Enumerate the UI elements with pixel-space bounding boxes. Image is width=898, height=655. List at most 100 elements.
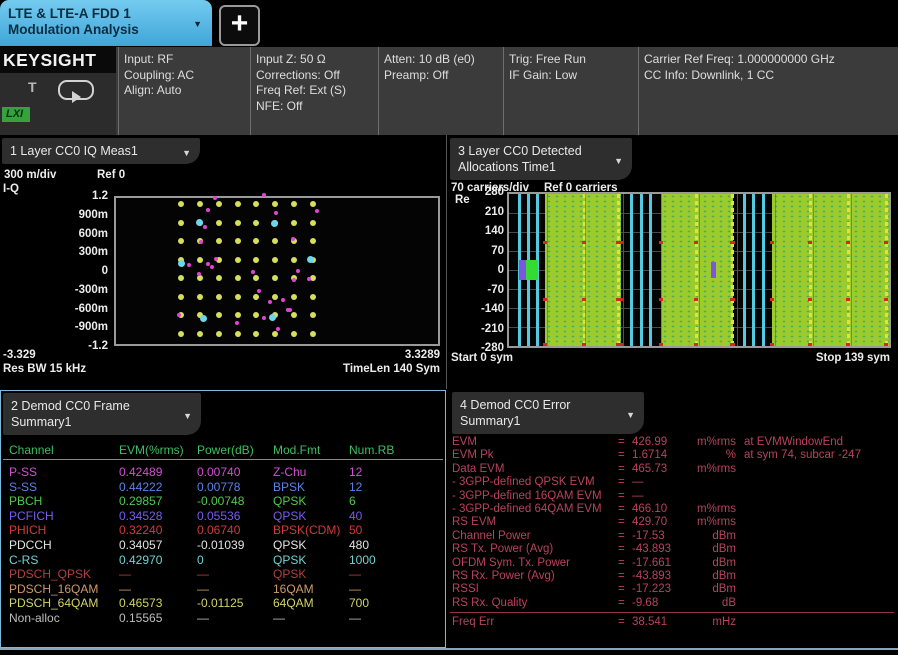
- header-status-column[interactable]: Input Z: 50 Ω Corrections: Off Freq Ref: E…: [250, 47, 376, 135]
- crs-pilot-line: [517, 194, 521, 346]
- window4-title-dropdown[interactable]: 4 Demod CC0 Error Summary1 ▼: [452, 392, 644, 434]
- header-status-column[interactable]: Trig: Free Run IF Gain: Low: [503, 47, 636, 135]
- equals-sign: =: [618, 543, 625, 556]
- mode-tab-line2: Modulation Analysis: [8, 22, 139, 37]
- header-status-text: Input Z: 50 Ω: [256, 52, 326, 66]
- trace-format-label: Re: [455, 194, 470, 206]
- equals-sign: =: [618, 462, 625, 475]
- metric-unit: m%rms: [697, 436, 736, 448]
- metric-value: 465.73: [632, 462, 668, 475]
- error-summary-row: - 3GPP-defined QPSK EVM = —: [448, 476, 898, 489]
- mode-tab[interactable]: LTE & LTE-A FDD 1 Modulation Analysis ▼: [0, 0, 212, 46]
- metric-value: 38.541: [632, 616, 668, 629]
- reference-point: [307, 255, 315, 263]
- constellation-point: [253, 293, 260, 300]
- x-axis-stop-label: Stop 139 sym: [815, 352, 890, 364]
- equals-sign: =: [618, 556, 625, 569]
- table-row: PBCH 0.29857 -0.00748 QPSK 6: [1, 494, 445, 509]
- header-status-text: IF Gain: Low: [509, 67, 578, 82]
- error-summary-row: - 3GPP-defined 64QAM EVM = 466.10 m%rms: [448, 503, 898, 516]
- error-vector-point: [199, 239, 204, 244]
- constellation-plot[interactable]: [114, 193, 440, 346]
- window1-title-dropdown[interactable]: 1 Layer CC0 IQ Meas1 ▼: [2, 138, 200, 164]
- window3-title-dropdown[interactable]: 3 Layer CC0 Detected Allocations Time1 ▼: [450, 138, 632, 180]
- constellation-point: [253, 238, 260, 245]
- alloc-marker: [770, 343, 774, 346]
- error-vector-point: [235, 321, 240, 326]
- table-row: PDSCH_QPSK — — QPSK —: [1, 567, 445, 582]
- grid-line: [547, 194, 548, 346]
- channel-name: PDSCH_QPSK: [9, 567, 92, 582]
- window-frame-summary[interactable]: 2 Demod CC0 Frame Summary1 ▼ Channel EVM(…: [0, 390, 446, 648]
- equals-sign: =: [618, 596, 625, 609]
- constellation-point: [196, 275, 203, 282]
- metric-value: -43.893: [632, 570, 672, 582]
- channel-value: —: [349, 567, 361, 582]
- rs-symbol-line: [730, 194, 734, 346]
- constellation-point: [178, 275, 184, 282]
- table-row: P-SS 0.42489 0.00740 Z-Chu 12: [1, 465, 445, 480]
- y-axis-tick-label: 900m: [78, 208, 108, 221]
- y-axis-tick-label: -140: [480, 303, 504, 315]
- constellation-point: [253, 219, 260, 226]
- crs-pilot-line: [639, 194, 643, 346]
- constellation-point: [234, 330, 241, 337]
- error-vector-point: [296, 268, 301, 273]
- metric-label: RSSI: [452, 583, 479, 596]
- alloc-marker: [846, 343, 850, 346]
- channel-value: 480: [349, 538, 370, 552]
- constellation-point: [234, 293, 241, 300]
- error-vector-point: [206, 208, 211, 213]
- header-status-column[interactable]: Input: RF Coupling: AC Align: Auto: [118, 47, 248, 135]
- metric-value: -43.893: [632, 543, 672, 556]
- error-summary-row: EVM = 426.99 m%rms at EVMWindowEnd: [448, 436, 898, 449]
- ref-level-label: Ref 0: [97, 169, 126, 181]
- alloc-marker: [616, 297, 621, 301]
- channel-value: -0.00748: [197, 494, 245, 509]
- alloc-marker: [618, 343, 623, 346]
- constellation-point: [291, 219, 298, 226]
- window-detected-allocations[interactable]: 3 Layer CC0 Detected Allocations Time1 ▼…: [448, 135, 898, 389]
- equals-sign: =: [618, 449, 625, 462]
- channel-value: —: [197, 611, 209, 625]
- error-summary-row: RS Rx. Quality = -9.68 dB: [448, 597, 898, 610]
- window-error-summary[interactable]: 4 Demod CC0 Error Summary1 ▼ EVM = 426.99 m…: [448, 390, 898, 648]
- error-vector-point: [291, 237, 295, 242]
- alloc-marker: [808, 297, 812, 301]
- header-status-column[interactable]: Atten: 10 dB (e0) Preamp: Off: [378, 47, 501, 135]
- allocations-plot[interactable]: [507, 192, 891, 348]
- constellation-point: [272, 293, 279, 300]
- crs-pilot-line: [762, 194, 766, 346]
- metric-unit: dBm: [712, 583, 736, 596]
- channel-value: 1000: [349, 552, 376, 567]
- constellation-point: [196, 293, 203, 300]
- constellation-point: [178, 330, 184, 337]
- error-vector-point: [186, 262, 191, 267]
- table-row: PDCCH 0.34057 -0.01039 QPSK 480: [1, 538, 445, 553]
- constellation-point: [291, 293, 298, 300]
- constellation-point: [215, 275, 222, 282]
- channel-value: —: [349, 581, 361, 596]
- window2-title-dropdown[interactable]: 2 Demod CC0 Frame Summary1 ▼: [3, 393, 201, 435]
- grid-line: [585, 194, 586, 346]
- error-vector-point: [261, 193, 266, 198]
- constellation-point: [310, 330, 316, 337]
- metric-unit: m%rms: [697, 516, 736, 529]
- constellation-point: [291, 256, 298, 263]
- constellation-point: [234, 238, 241, 245]
- window-iq-meas[interactable]: 1 Layer CC0 IQ Meas1 ▼ 300 m/div Ref 0 I…: [0, 135, 446, 389]
- channel-value: Z-Chu: [273, 465, 307, 479]
- equals-sign: =: [618, 583, 625, 596]
- system-status-bar: KEYSIGHT T LXI Input: RF Coupling: AC Alig…: [0, 47, 898, 135]
- error-vector-point: [203, 225, 208, 230]
- header-status-column[interactable]: Carrier Ref Freq: 1.000000000 GHz CC Info…: [638, 47, 896, 135]
- metric-unit: dB: [721, 596, 736, 609]
- alloc-marker: [616, 343, 621, 346]
- channel-name: PDSCH_16QAM: [9, 581, 99, 596]
- error-vector-point: [206, 262, 211, 267]
- rs-symbol-line: [617, 194, 621, 346]
- add-tab-button[interactable]: +: [219, 5, 260, 46]
- constellation-point: [234, 275, 241, 282]
- channel-value: QPSK: [273, 508, 307, 523]
- error-summary-row: OFDM Sym. Tx. Power = -17.661 dBm: [448, 557, 898, 570]
